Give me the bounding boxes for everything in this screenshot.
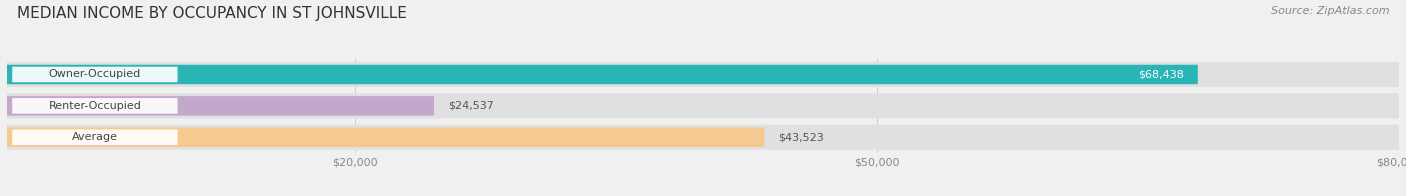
FancyBboxPatch shape (7, 62, 1399, 87)
Text: Owner-Occupied: Owner-Occupied (49, 69, 141, 80)
Text: Renter-Occupied: Renter-Occupied (48, 101, 142, 111)
Text: $68,438: $68,438 (1137, 69, 1184, 80)
Text: Average: Average (72, 132, 118, 142)
FancyBboxPatch shape (13, 67, 177, 82)
Text: $24,537: $24,537 (449, 101, 494, 111)
FancyBboxPatch shape (7, 65, 1198, 84)
Text: MEDIAN INCOME BY OCCUPANCY IN ST JOHNSVILLE: MEDIAN INCOME BY OCCUPANCY IN ST JOHNSVI… (17, 6, 406, 21)
Text: Source: ZipAtlas.com: Source: ZipAtlas.com (1271, 6, 1389, 16)
FancyBboxPatch shape (7, 125, 1399, 150)
FancyBboxPatch shape (7, 96, 434, 116)
FancyBboxPatch shape (7, 93, 1399, 118)
FancyBboxPatch shape (13, 129, 177, 145)
Text: $43,523: $43,523 (778, 132, 824, 142)
FancyBboxPatch shape (7, 127, 765, 147)
FancyBboxPatch shape (13, 98, 177, 114)
